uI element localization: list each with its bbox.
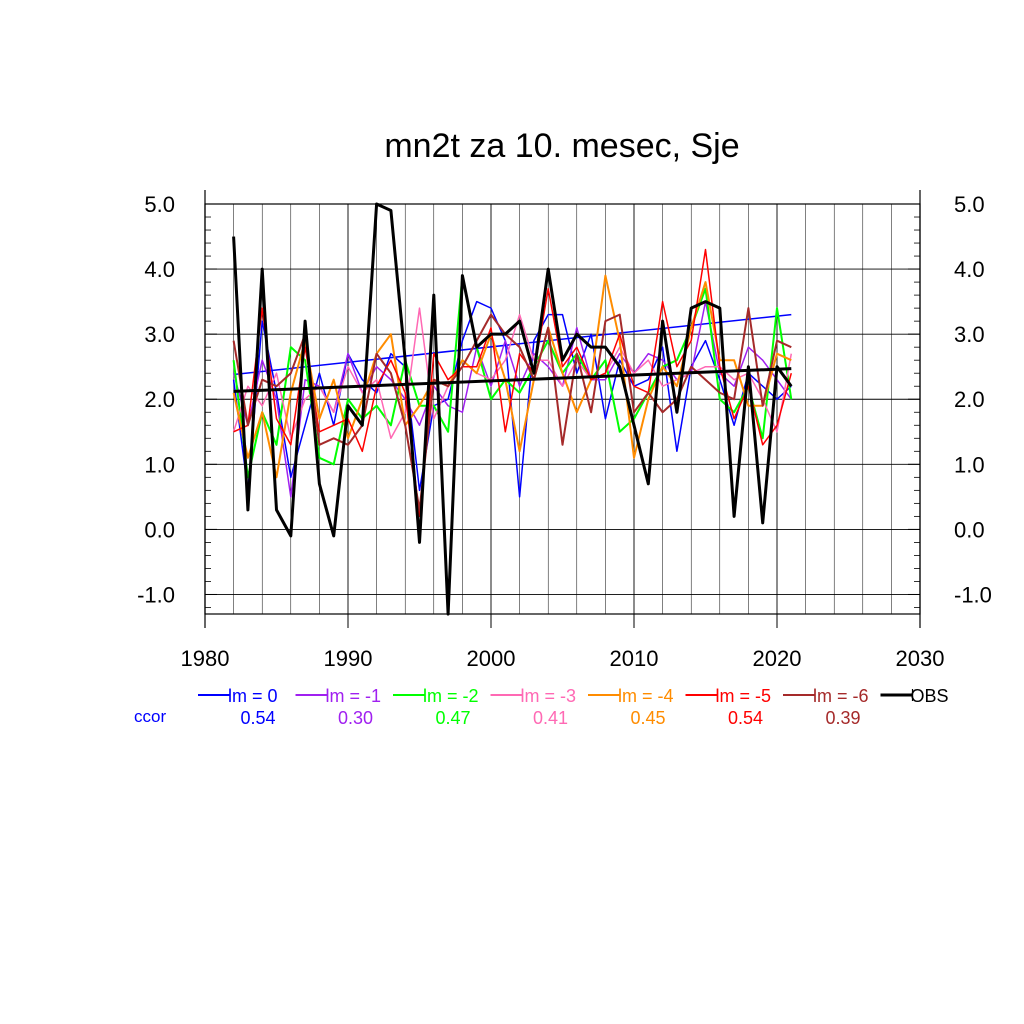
ccor-value-2: 0.47 xyxy=(435,708,470,728)
y-tick-label-right: 5.0 xyxy=(954,192,985,217)
x-tick-label: 1990 xyxy=(324,646,373,671)
x-tick-label: 2000 xyxy=(467,646,516,671)
x-tick-label: 1980 xyxy=(181,646,230,671)
ccor-value-6: 0.39 xyxy=(825,708,860,728)
chart-title: mn2t za 10. mesec, Sje xyxy=(384,127,739,165)
legend-label-3: lm = -3 xyxy=(521,686,577,706)
y-tick-label: 1.0 xyxy=(144,452,175,477)
legend-label-2: lm = -2 xyxy=(423,686,479,706)
legend-label-5: lm = -5 xyxy=(716,686,772,706)
axes: -1.0 -1.0 0.0 0.0 1.0 1.0 2.0 2.0 3.0 3.0 4.0 4.0 5.… xyxy=(137,190,992,671)
y-tick-label-right: 1.0 xyxy=(954,452,985,477)
legend-label-0: lm = 0 xyxy=(228,686,278,706)
y-tick-label-right: -1.0 xyxy=(954,582,992,607)
ccor-label: ccor xyxy=(134,707,166,726)
y-tick-label-right: 0.0 xyxy=(954,517,985,542)
ccor-value-5: 0.54 xyxy=(728,708,763,728)
y-tick-label: 4.0 xyxy=(144,257,175,282)
ccor-value-3: 0.41 xyxy=(533,708,568,728)
ccor-value-4: 0.45 xyxy=(630,708,665,728)
y-tick-label-right: 2.0 xyxy=(954,387,985,412)
trend-line-0 xyxy=(233,313,792,376)
x-tick-label: 2010 xyxy=(610,646,659,671)
legend-label-6: lm = -6 xyxy=(813,686,869,706)
y-tick-label: 3.0 xyxy=(144,322,175,347)
ccor-value-1: 0.30 xyxy=(338,708,373,728)
series-line-5 xyxy=(233,248,793,518)
y-tick-label-right: 3.0 xyxy=(954,322,985,347)
y-tick-label: -1.0 xyxy=(137,582,175,607)
y-tick-label: 0.0 xyxy=(144,517,175,542)
ccor-value-0: 0.54 xyxy=(240,708,275,728)
legend-label-1: lm = -1 xyxy=(326,686,382,706)
series-layer xyxy=(232,202,793,616)
trend-line-7 xyxy=(233,367,792,393)
x-tick-label: 2030 xyxy=(896,646,945,671)
legend-label-4: lm = -4 xyxy=(618,686,674,706)
y-tick-label: 5.0 xyxy=(144,192,175,217)
y-tick-label: 2.0 xyxy=(144,387,175,412)
series-line-7 xyxy=(232,202,793,616)
y-tick-label-right: 4.0 xyxy=(954,257,985,282)
x-tick-label: 2020 xyxy=(753,646,802,671)
legend-label-7: OBS xyxy=(911,686,949,706)
